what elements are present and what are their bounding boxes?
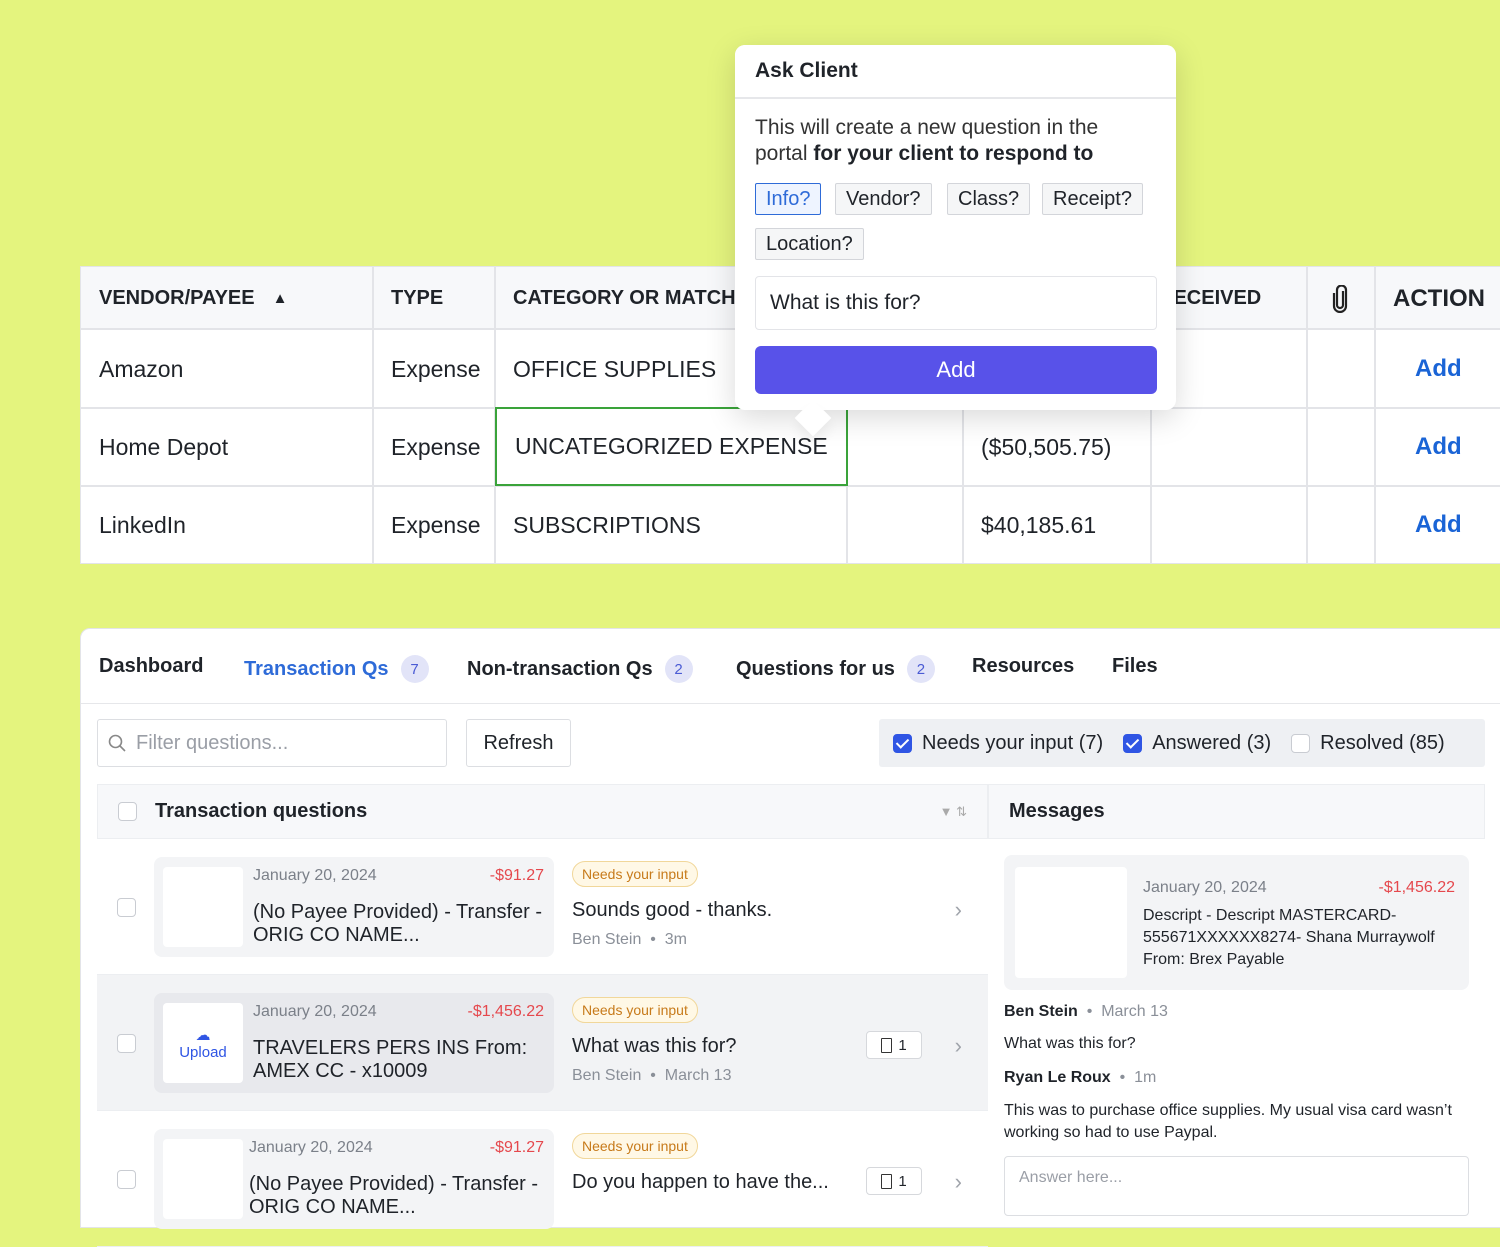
chevron-right-icon[interactable]: › — [954, 1169, 962, 1194]
category-cell-selected[interactable]: UNCATEGORIZED EXPENSE — [495, 407, 848, 486]
message-text: This was to purchase office supplies. My… — [1004, 1102, 1452, 1141]
cloud-upload-icon: ☁ — [195, 1026, 211, 1044]
chevron-right-icon[interactable]: › — [954, 1033, 962, 1058]
transaction-card: January 20, 2024 -$91.27 (No Payee Provide… — [154, 857, 554, 957]
row-checkbox[interactable] — [117, 898, 136, 917]
header-received[interactable]: RECEIVED — [1159, 287, 1262, 309]
type-cell: Expense — [391, 433, 481, 460]
transaction-card: ☁ Upload January 20, 2024 -$1,456.22 TRAVEL… — [154, 993, 554, 1093]
list-header: Transaction questions ▼ ⇅ — [97, 784, 988, 839]
type-cell: Expense — [391, 355, 481, 382]
chip-class[interactable]: Class? — [947, 183, 1031, 215]
add-link[interactable]: Add — [1415, 511, 1462, 538]
resolved-checkbox[interactable]: Resolved (85) — [1291, 732, 1445, 755]
vendor-cell: Home Depot — [99, 433, 229, 460]
tab-non-transaction-qs[interactable]: Non-transaction Qs 2 — [467, 655, 693, 683]
status-badge: Needs your input — [572, 997, 698, 1023]
status-badge: Needs your input — [572, 861, 698, 887]
question-row[interactable]: January 20, 2024 -$91.27 (No Payee Provide… — [97, 1111, 988, 1247]
question-row[interactable]: ☁ Upload January 20, 2024 -$1,456.22 TRAVEL… — [97, 975, 988, 1111]
question-input[interactable]: What is this for? — [755, 276, 1157, 330]
document-icon — [881, 1173, 893, 1189]
transaction-card: January 20, 2024 -$91.27 (No Payee Provide… — [154, 1129, 554, 1229]
count-badge: 2 — [664, 655, 693, 683]
message-meta: Ben Stein • March 13 — [1004, 1003, 1168, 1020]
tab-transaction-qs[interactable]: Transaction Qs 7 — [244, 655, 429, 683]
chip-receipt[interactable]: Receipt? — [1042, 183, 1143, 215]
message-transaction-card: January 20, 2024 -$1,456.22 Descript - D… — [1004, 855, 1469, 990]
chevron-right-icon[interactable]: › — [954, 897, 962, 922]
search-icon — [108, 734, 126, 752]
popover-description: This will create a new question in the p… — [755, 116, 1099, 165]
upload-button[interactable]: ☁ Upload — [163, 1003, 243, 1083]
row-checkbox[interactable] — [117, 1034, 136, 1053]
count-badge: 2 — [906, 655, 935, 683]
status-filters: Needs your input (7) Answered (3) Resolv… — [879, 719, 1485, 767]
add-link[interactable]: Add — [1415, 355, 1462, 382]
type-cell: Expense — [391, 511, 481, 538]
vendor-cell: LinkedIn — [99, 511, 186, 538]
count-badge: 7 — [400, 655, 429, 683]
category-cell[interactable]: OFFICE SUPPLIES — [513, 355, 717, 382]
select-all-checkbox[interactable] — [118, 802, 137, 821]
paperclip-icon — [1331, 267, 1349, 330]
tab-resources[interactable]: Resources — [972, 655, 1075, 677]
header-type[interactable]: TYPE — [391, 287, 444, 309]
attachments-count[interactable]: 1 — [866, 1167, 922, 1195]
amount-cell: ($50,505.75) — [981, 433, 1112, 460]
tab-files[interactable]: Files — [1112, 655, 1158, 677]
message-meta: Ryan Le Roux • 1m — [1004, 1069, 1157, 1086]
question-row[interactable]: January 20, 2024 -$91.27 (No Payee Provide… — [97, 839, 988, 975]
header-action: ACTION — [1393, 284, 1485, 312]
amount-cell: $40,185.61 — [981, 511, 1097, 538]
document-icon — [881, 1037, 893, 1053]
needs-input-checkbox[interactable]: Needs your input (7) — [893, 732, 1103, 755]
status-badge: Needs your input — [572, 1133, 698, 1159]
add-question-button[interactable]: Add — [755, 346, 1157, 394]
refresh-button[interactable]: Refresh — [466, 719, 571, 767]
messages-title: Messages — [988, 784, 1485, 839]
header-category[interactable]: CATEGORY OR MATCH — [513, 287, 736, 309]
header-vendor[interactable]: VENDOR/PAYEE ▲ — [99, 287, 288, 309]
row-checkbox[interactable] — [117, 1170, 136, 1189]
vendor-cell: Amazon — [99, 355, 184, 382]
filter-sort-icon[interactable]: ▼ ⇅ — [939, 803, 967, 819]
tab-dashboard[interactable]: Dashboard — [99, 655, 204, 677]
add-link[interactable]: Add — [1415, 433, 1462, 460]
filter-questions-input[interactable]: Filter questions... — [97, 719, 447, 767]
ask-client-popover: Ask Client This will create a new questi… — [735, 45, 1176, 437]
chip-vendor[interactable]: Vendor? — [835, 183, 932, 215]
chip-location[interactable]: Location? — [755, 228, 864, 260]
attachments-count[interactable]: 1 — [866, 1031, 922, 1059]
category-cell[interactable]: SUBSCRIPTIONS — [513, 511, 701, 538]
client-portal-panel: Dashboard Transaction Qs 7 Non-transactio… — [80, 628, 1500, 1247]
tab-questions-for-us[interactable]: Questions for us 2 — [736, 655, 935, 683]
answered-checkbox[interactable]: Answered (3) — [1123, 732, 1271, 755]
popover-title: Ask Client — [735, 45, 1176, 99]
message-text: What was this for? — [1004, 1035, 1136, 1052]
sort-up-icon: ▲ — [272, 290, 288, 307]
chip-info[interactable]: Info? — [755, 183, 822, 215]
answer-input[interactable]: Answer here... — [1004, 1156, 1469, 1216]
